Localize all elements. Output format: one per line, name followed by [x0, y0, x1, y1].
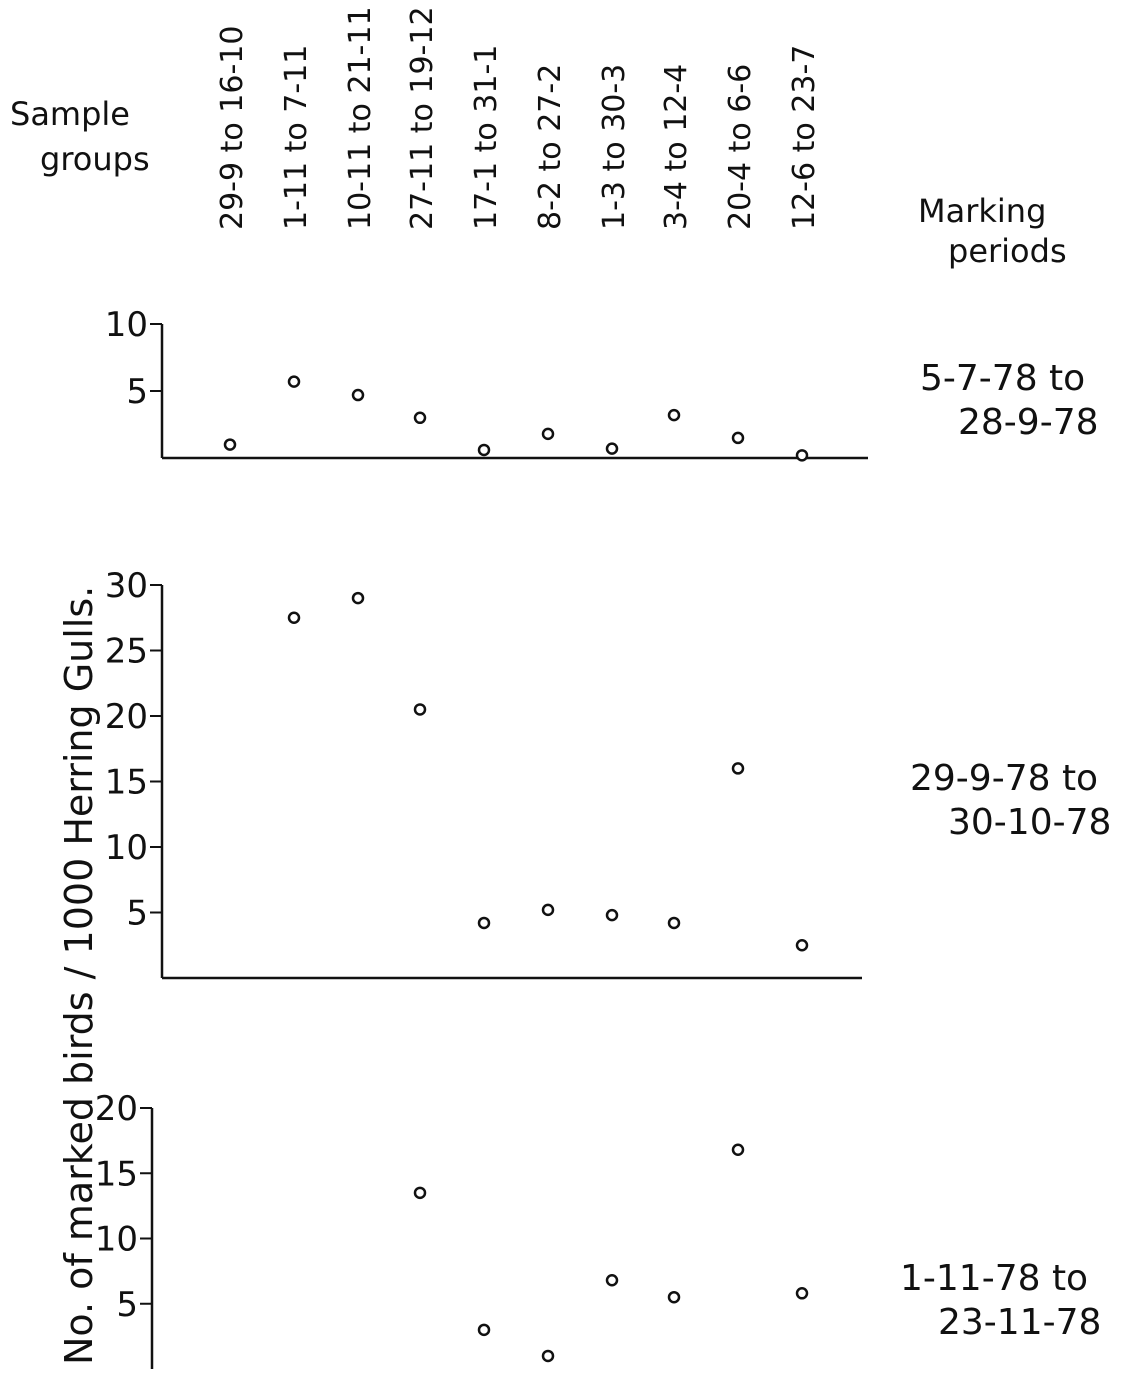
data-point — [731, 431, 745, 445]
data-point — [605, 1274, 619, 1287]
y-tick-label: 5 — [116, 1285, 138, 1325]
y-tick-label: 5 — [126, 894, 148, 934]
y-tick-label: 25 — [105, 632, 148, 672]
y-tick-label: 30 — [105, 566, 148, 606]
column-header-7: 1-3 to 30-3 — [597, 64, 632, 230]
column-header-2: 1-11 to 7-11 — [279, 45, 314, 230]
data-point — [605, 442, 619, 455]
data-point — [541, 427, 555, 441]
data-point — [541, 1349, 555, 1363]
data-point — [287, 611, 301, 624]
sample-groups-label-line1: Sample — [10, 95, 130, 133]
data-point — [351, 591, 365, 605]
column-header-3: 10-11 to 21-11 — [343, 6, 378, 230]
y-tick-label: 20 — [105, 697, 148, 737]
y-tick-label: 10 — [105, 305, 148, 345]
data-point — [667, 1290, 681, 1304]
column-header-8: 3-4 to 12-4 — [659, 64, 694, 230]
data-point — [731, 1143, 745, 1157]
y-tick-label: 20 — [95, 1089, 138, 1129]
column-header-4: 27-11 to 19-12 — [405, 6, 440, 230]
data-point — [477, 443, 491, 457]
data-point — [477, 916, 491, 930]
y-tick-label: 10 — [95, 1220, 138, 1260]
data-point — [351, 388, 365, 402]
y-axis-label: No. of marked birds / 1000 Herring Gulls… — [57, 586, 101, 1365]
data-point — [541, 903, 555, 917]
data-point — [287, 375, 301, 388]
y-tick-label: 15 — [105, 763, 148, 803]
data-point — [605, 908, 619, 922]
marking-period-label-line1: 1-11-78 to — [900, 1258, 1088, 1299]
data-point — [477, 1323, 491, 1337]
column-header-1: 29-9 to 16-10 — [215, 26, 250, 230]
column-headers: 29-9 to 16-10 1-11 to 7-11 10-11 to 21-11 2… — [215, 6, 822, 230]
marking-periods-label-line1: Marking — [918, 192, 1046, 230]
data-point — [667, 916, 681, 930]
data-point — [731, 762, 745, 775]
data-point — [795, 449, 809, 462]
marking-period-label-line1: 29-9-78 to — [910, 758, 1098, 799]
sample-groups-label-line2: groups — [40, 140, 150, 178]
column-header-9: 20-4 to 6-6 — [723, 64, 758, 230]
marking-period-label-line2: 23-11-78 — [938, 1302, 1101, 1343]
data-point — [795, 1287, 809, 1300]
column-header-10: 12-6 to 23-7 — [787, 45, 822, 230]
data-point — [795, 939, 809, 952]
data-point — [413, 1186, 427, 1200]
marking-period-label-line2: 28-9-78 — [958, 402, 1099, 443]
y-tick-label: 15 — [95, 1154, 138, 1194]
marking-period-label-line2: 30-10-78 — [948, 802, 1111, 843]
data-point — [667, 408, 681, 422]
y-tick-label: 5 — [126, 372, 148, 412]
data-point — [223, 438, 237, 451]
data-point — [413, 703, 427, 716]
data-point — [413, 411, 427, 425]
column-header-5: 17-1 to 31-1 — [469, 45, 504, 230]
column-header-6: 8-2 to 27-2 — [533, 64, 568, 230]
y-tick-label: 10 — [105, 828, 148, 868]
marking-periods-label-line2: periods — [948, 232, 1067, 270]
marking-period-label-line1: 5-7-78 to — [920, 358, 1085, 399]
